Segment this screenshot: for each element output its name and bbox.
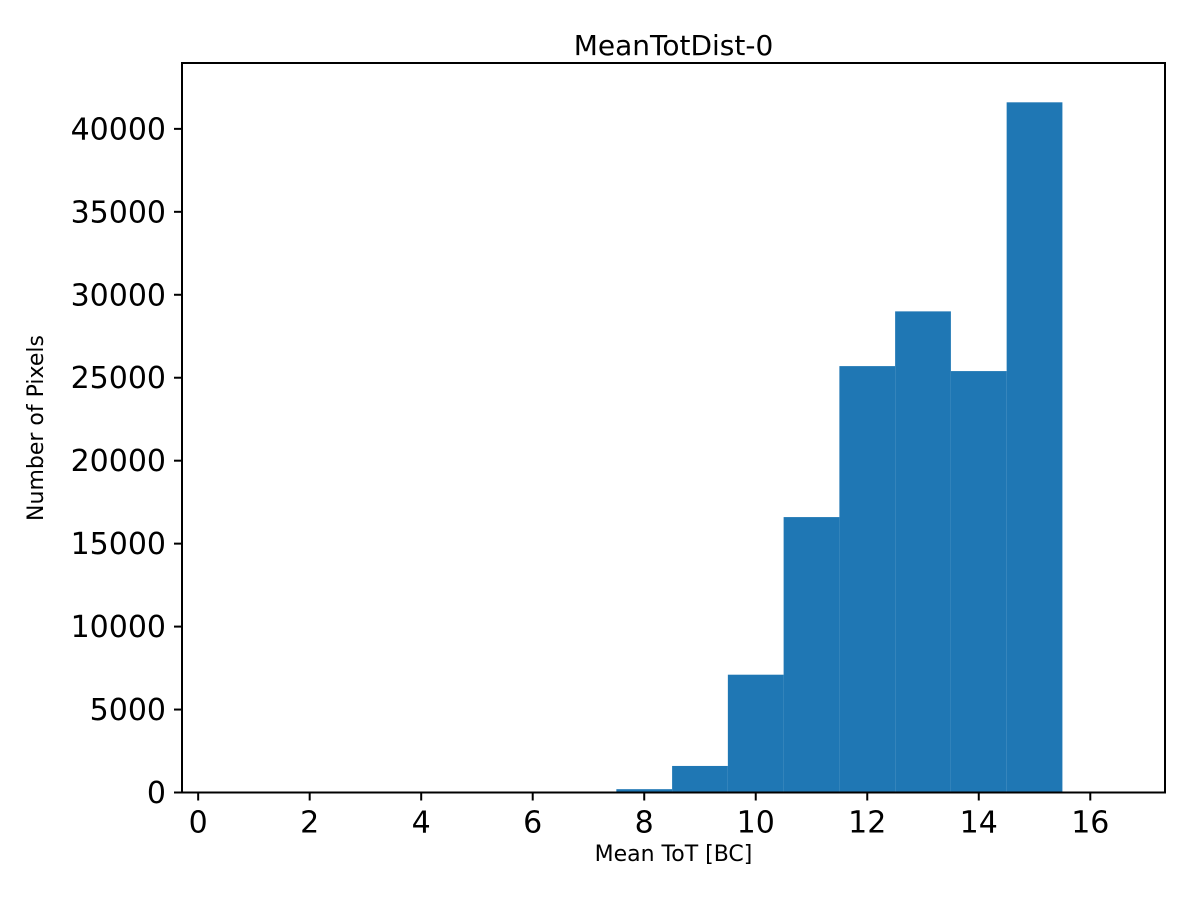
x-tick-label: 14 bbox=[960, 806, 998, 841]
x-tick-label: 2 bbox=[300, 806, 319, 841]
y-axis-ticks: 0 5000 10000 15000 20000 25000 30000 35000 40000 bbox=[71, 112, 182, 811]
histogram-bar bbox=[616, 789, 673, 793]
chart-title: MeanTotDist-0 bbox=[574, 29, 774, 62]
y-tick-label: 25000 bbox=[71, 361, 166, 396]
x-axis-ticks: 0 2 4 6 8 10 12 14 16 bbox=[189, 792, 1109, 841]
y-tick-label: 0 bbox=[147, 776, 166, 811]
histogram-bar bbox=[727, 674, 784, 793]
x-axis-label: Mean ToT [BC] bbox=[595, 842, 753, 867]
y-tick-label: 5000 bbox=[90, 693, 166, 728]
x-tick-label: 0 bbox=[189, 806, 208, 841]
x-tick-label: 10 bbox=[737, 806, 775, 841]
x-tick-label: 16 bbox=[1071, 806, 1109, 841]
histogram-bar bbox=[672, 765, 728, 793]
histogram-bar bbox=[1006, 102, 1063, 793]
histogram-bar bbox=[839, 366, 896, 793]
histogram-bar bbox=[950, 371, 1007, 793]
y-tick-label: 10000 bbox=[71, 610, 166, 645]
y-tick-label: 30000 bbox=[71, 278, 166, 313]
x-tick-label: 6 bbox=[523, 806, 542, 841]
y-tick-label: 15000 bbox=[71, 527, 166, 562]
bars-group bbox=[616, 102, 1063, 793]
y-axis-label: Number of Pixels bbox=[24, 335, 49, 521]
x-tick-label: 12 bbox=[848, 806, 886, 841]
y-tick-label: 20000 bbox=[71, 444, 166, 479]
x-tick-label: 4 bbox=[412, 806, 431, 841]
y-tick-label: 40000 bbox=[71, 112, 166, 147]
y-tick-label: 35000 bbox=[71, 195, 166, 230]
histogram-bar bbox=[783, 517, 840, 793]
plot-frame bbox=[181, 62, 1166, 794]
histogram-bar bbox=[895, 311, 951, 793]
x-tick-label: 8 bbox=[635, 806, 654, 841]
